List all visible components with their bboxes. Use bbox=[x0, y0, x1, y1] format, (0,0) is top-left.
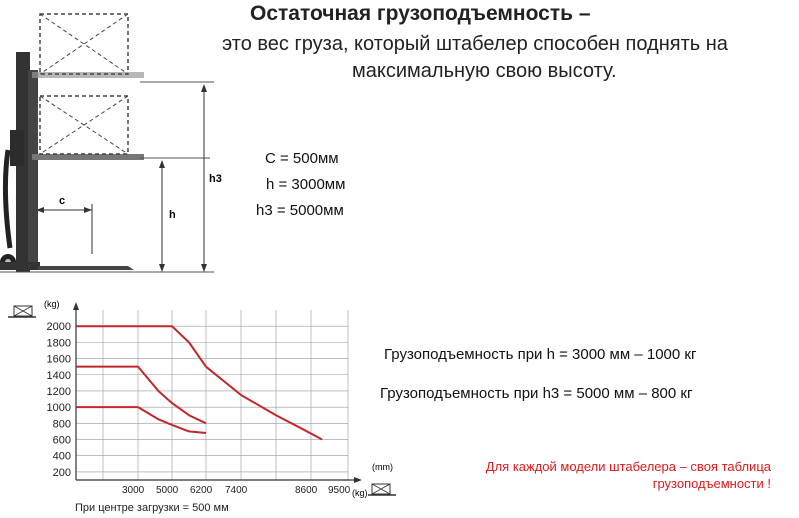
capacity-curve-1 bbox=[76, 325, 323, 441]
dimension-c-label: c bbox=[59, 195, 65, 207]
y-unit-label: (kg) bbox=[44, 299, 60, 309]
y-tick-label: 2000 bbox=[47, 321, 71, 333]
weight-icon-bottom bbox=[368, 483, 396, 496]
x-tick-label: 5000 bbox=[156, 485, 179, 496]
x-tick-label: 8600 bbox=[295, 485, 318, 496]
capacity-chart: (kg) (mm) (kg) 200 400 600 800 1000 1200 1400 1… bbox=[8, 299, 396, 498]
stacker-base bbox=[0, 262, 40, 270]
x-tick-label: 9500 bbox=[328, 485, 351, 496]
ground-forks bbox=[38, 266, 134, 270]
param-h3: h3 = 5000мм bbox=[256, 202, 344, 219]
weight-icon-top bbox=[8, 305, 36, 318]
load-box-mid bbox=[39, 95, 129, 155]
x-unit-bottom-label: (kg) bbox=[352, 488, 368, 498]
load-box-top bbox=[39, 13, 129, 75]
y-tick-label: 1800 bbox=[47, 337, 71, 349]
x-tick-label: 3000 bbox=[122, 485, 145, 496]
stacker-handle bbox=[2, 149, 13, 249]
mast-inner bbox=[28, 70, 38, 270]
y-tick-label: 800 bbox=[53, 418, 71, 430]
x-unit-top-label: (mm) bbox=[372, 462, 393, 472]
subtitle-line-1: это вес груза, который штабелер способен… bbox=[222, 33, 728, 55]
capacity-line-h3: Грузоподъемность при h3 = 5000 мм – 800 … bbox=[380, 385, 693, 402]
param-h: h = 3000мм bbox=[266, 176, 346, 193]
load-center-footer: При центре загрузки = 500 мм bbox=[75, 502, 229, 514]
fork-mid bbox=[32, 154, 144, 160]
subtitle-line-2: максимальную свою высоту. bbox=[352, 60, 617, 82]
dimension-h3-label: h3 bbox=[209, 173, 222, 185]
y-tick-label: 1200 bbox=[47, 386, 71, 398]
dimension-h-label: h bbox=[169, 209, 176, 221]
capacity-curve-3 bbox=[76, 406, 207, 435]
y-tick-label: 1400 bbox=[47, 370, 71, 382]
param-c: C = 500мм bbox=[265, 150, 339, 167]
y-tick-label: 200 bbox=[53, 467, 71, 479]
capacity-curve-2 bbox=[76, 365, 207, 425]
x-tick-label: 6200 bbox=[190, 485, 213, 496]
stacker-diagram: c h h3 bbox=[0, 13, 222, 273]
capacity-line-h: Грузоподъемность при h = 3000 мм – 1000 … bbox=[384, 346, 697, 363]
page-title: Остаточная грузоподъемность – bbox=[250, 2, 591, 25]
y-tick-label: 600 bbox=[53, 435, 71, 447]
stacker-body bbox=[10, 130, 24, 166]
x-tick-label: 7400 bbox=[225, 485, 248, 496]
y-tick-label: 1600 bbox=[47, 354, 71, 366]
y-tick-label: 400 bbox=[53, 451, 71, 463]
fork-top bbox=[32, 72, 144, 78]
note-line-1: Для каждой модели штабелера – своя табли… bbox=[485, 459, 771, 474]
y-tick-label: 1000 bbox=[47, 402, 71, 414]
note-line-2: грузоподъемности ! bbox=[652, 476, 771, 491]
